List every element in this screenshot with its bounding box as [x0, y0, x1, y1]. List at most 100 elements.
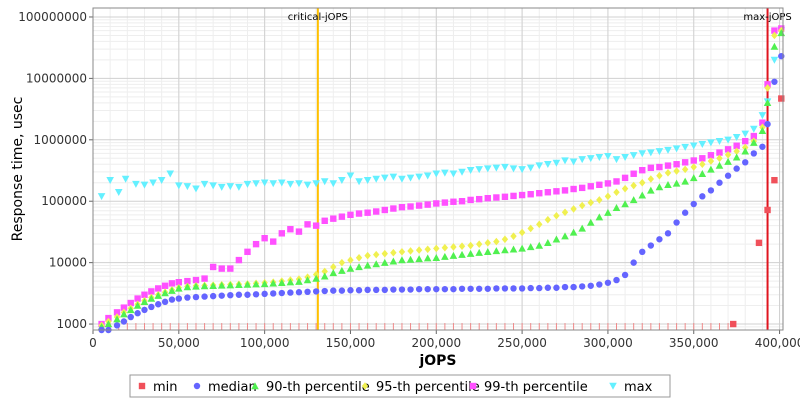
data-point: [647, 149, 655, 157]
data-point: [664, 181, 672, 189]
data-point: [578, 224, 586, 232]
data-point: [612, 156, 621, 164]
data-point: [252, 180, 260, 188]
data-point: [770, 42, 779, 50]
data-point: [586, 218, 595, 226]
data-point: [120, 304, 128, 311]
data-point: [570, 283, 577, 291]
data-point: [690, 163, 697, 171]
data-point: [398, 248, 406, 256]
data-point: [466, 249, 475, 257]
legend-swatch: [361, 382, 369, 390]
data-point: [286, 278, 295, 286]
data-point: [347, 211, 354, 219]
data-point: [338, 287, 346, 294]
y-tick-label: 1000000: [34, 133, 87, 147]
data-point: [596, 181, 603, 189]
data-point: [771, 78, 778, 85]
data-point: [501, 246, 509, 254]
x-axis-label: jOPS: [418, 353, 456, 369]
data-point: [484, 239, 491, 247]
data-point: [639, 166, 646, 174]
data-point: [561, 157, 569, 165]
data-point: [338, 213, 346, 220]
data-point: [604, 208, 612, 216]
data-point: [168, 286, 176, 294]
data-point: [113, 309, 121, 316]
data-point: [364, 251, 371, 260]
data-point: [673, 167, 680, 175]
data-point: [569, 158, 578, 166]
data-point: [155, 301, 162, 308]
data-point: [664, 230, 672, 237]
data-point: [380, 258, 389, 266]
data-point: [561, 208, 569, 217]
data-point: [639, 248, 646, 256]
data-point: [364, 209, 371, 216]
data-point: [493, 285, 500, 292]
data-point: [295, 180, 303, 188]
data-point: [209, 292, 217, 300]
data-point: [373, 250, 380, 259]
data-point: [724, 157, 732, 165]
data-point: [578, 156, 586, 164]
data-point: [148, 303, 155, 311]
data-point: [527, 284, 534, 292]
data-point: [372, 175, 381, 183]
data-point: [227, 291, 234, 299]
data-point: [166, 170, 175, 178]
x-tick-label: 100,000: [240, 336, 290, 350]
data-point: [243, 280, 252, 288]
data-point: [104, 320, 113, 328]
data-point: [759, 119, 766, 126]
data-point: [492, 164, 501, 172]
data-point: [483, 165, 492, 173]
data-point: [536, 220, 543, 229]
data-point: [724, 146, 732, 153]
data-point: [389, 257, 398, 265]
data-point: [200, 282, 209, 290]
data-point: [742, 137, 749, 145]
data-point: [243, 180, 252, 188]
data-point: [467, 285, 474, 292]
data-point: [733, 147, 740, 156]
data-point: [389, 173, 398, 181]
data-point: [126, 306, 135, 314]
data-point: [415, 285, 423, 293]
data-point: [406, 174, 415, 182]
data-point: [295, 277, 303, 285]
data-point: [778, 95, 785, 102]
legend-label: 95-th percentile: [376, 380, 480, 395]
axes: 1000 10000 100000 1000000 10000000 100000000 0…: [18, 7, 800, 350]
legend: min median 90-th percentile 95-th percentil…: [129, 374, 671, 398]
data-point: [638, 150, 647, 158]
data-point: [407, 203, 414, 210]
data-point: [114, 189, 123, 197]
data-point: [621, 174, 629, 182]
legend-label: min: [153, 380, 178, 395]
data-point: [484, 285, 491, 292]
data-point: [424, 201, 431, 208]
data-point: [733, 165, 740, 172]
data-point: [518, 228, 526, 237]
series-min: [730, 95, 785, 328]
data-point: [698, 140, 707, 148]
data-point: [390, 248, 397, 257]
data-point: [655, 148, 664, 156]
data-point: [759, 143, 766, 150]
data-point: [656, 236, 663, 243]
data-point: [475, 166, 483, 174]
data-point: [536, 190, 543, 197]
data-point: [381, 249, 388, 258]
data-point: [424, 245, 431, 254]
data-point: [458, 242, 466, 251]
data-point: [312, 222, 320, 229]
series-90-th-percentile: [97, 29, 786, 331]
legend-swatch: [193, 382, 201, 390]
data-point: [492, 247, 501, 255]
data-point: [552, 235, 561, 243]
data-point: [415, 202, 423, 209]
data-point: [424, 285, 431, 293]
data-point: [113, 322, 121, 329]
